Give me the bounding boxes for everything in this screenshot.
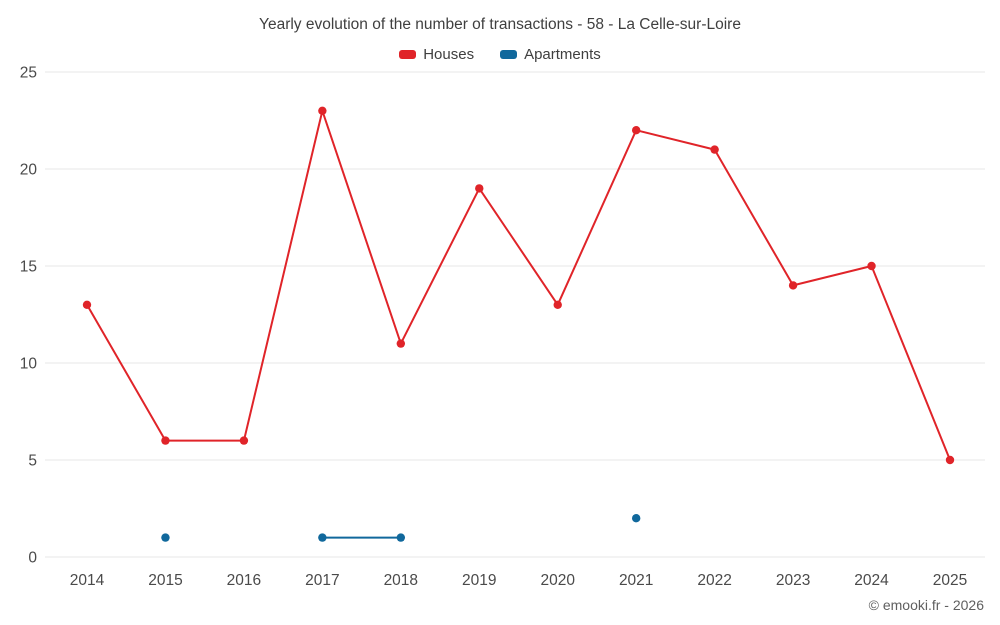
series-line	[86, 109, 951, 461]
data-point	[867, 261, 876, 271]
x-tick-label: 2025	[933, 572, 967, 589]
x-tick-label: 2019	[462, 572, 496, 589]
x-tick-label: 2020	[540, 572, 575, 589]
x-tick-label: 2024	[854, 572, 889, 589]
x-tick-label: 2018	[384, 572, 418, 589]
data-point	[475, 184, 484, 193]
data-point	[396, 339, 406, 348]
x-tick-label: 2017	[305, 572, 339, 589]
data-point	[631, 514, 641, 523]
data-point	[396, 533, 406, 542]
x-tick-label: 2021	[619, 572, 653, 589]
data-point	[788, 281, 798, 290]
y-tick-label: 20	[20, 162, 38, 179]
x-tick-label: 2023	[776, 572, 810, 589]
legend-label-apartments: Apartments	[524, 46, 601, 63]
data-point	[161, 436, 170, 445]
data-point	[161, 533, 170, 542]
y-tick-label: 10	[20, 356, 38, 373]
legend-label-houses: Houses	[423, 46, 475, 63]
data-point	[631, 126, 641, 135]
data-point	[553, 300, 562, 309]
data-point	[710, 145, 719, 154]
y-tick-label: 15	[20, 259, 37, 276]
data-point	[82, 300, 92, 309]
apartments-swatch-icon	[500, 50, 518, 59]
data-point	[318, 106, 327, 116]
x-tick-label: 2022	[697, 572, 731, 589]
data-point	[318, 533, 327, 542]
x-tick-label: 2015	[148, 572, 182, 589]
chart-title: Yearly evolution of the number of transa…	[259, 16, 741, 33]
y-tick-label: 5	[28, 453, 37, 470]
y-tick-label: 0	[28, 550, 37, 567]
x-tick-label: 2014	[70, 572, 105, 589]
legend-item-houses[interactable]: Houses	[399, 46, 474, 63]
houses-swatch-icon	[399, 50, 417, 59]
legend-item-apartments[interactable]: Apartments	[500, 46, 601, 63]
legend: Houses Apartments	[0, 46, 1000, 63]
data-point	[239, 436, 249, 445]
y-tick-label: 25	[20, 65, 37, 82]
data-point	[945, 455, 955, 465]
copyright-text: © emooki.fr - 2026	[868, 597, 984, 613]
x-tick-label: 2016	[227, 572, 261, 589]
